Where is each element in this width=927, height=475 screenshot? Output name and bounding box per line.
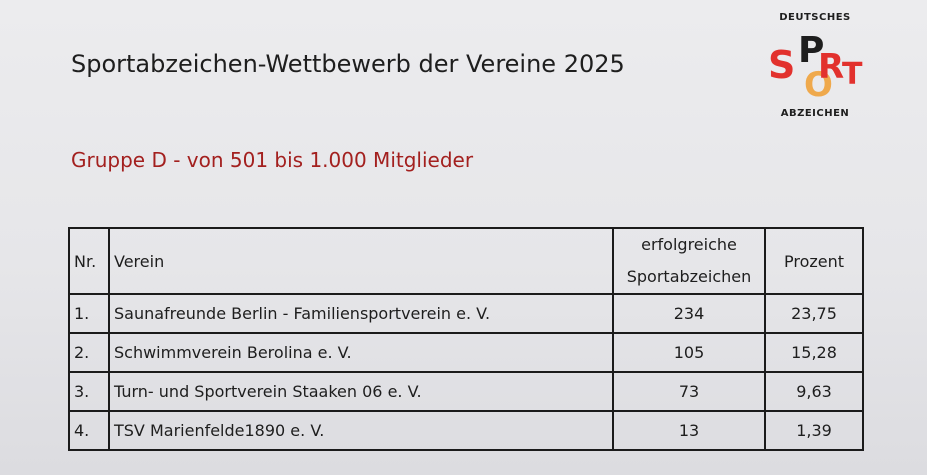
page-title: Sportabzeichen-Wettbewerb der Vereine 20… [71,50,625,78]
header-nr: Nr. [68,227,110,295]
cell-nr: 4. [68,410,110,451]
table-row: 1. Saunafreunde Berlin - Familiensportve… [68,293,864,334]
header-count-line1: erfolgreiche [641,235,737,254]
table-row: 3. Turn- und Sportverein Staaken 06 e. V… [68,371,864,412]
header-count-line2: Sportabzeichen [626,267,752,286]
header-verein: Verein [108,227,614,295]
cell-percent: 23,75 [764,293,864,334]
logo-letter-o: O [804,65,833,105]
logo-word-graphic: S P O R T [768,30,863,105]
cell-count: 13 [612,410,766,451]
table-row: 4. TSV Marienfelde1890 e. V. 13 1,39 [68,410,864,451]
cell-percent: 1,39 [764,410,864,451]
cell-count: 105 [612,332,766,373]
cell-percent: 15,28 [764,332,864,373]
logo-letter-p: P [798,30,824,71]
cell-verein: Turn- und Sportverein Staaken 06 e. V. [108,371,614,412]
logo-top-text: DEUTSCHES [779,12,851,23]
header-percent: Prozent [764,227,864,295]
table-row: 2. Schwimmverein Berolina e. V. 105 15,2… [68,332,864,373]
table-header-row: Nr. Verein erfolgreiche Sportabzeichen P… [68,227,864,295]
cell-nr: 1. [68,293,110,334]
logo-bottom-text: ABZEICHEN [780,108,850,119]
group-subtitle: Gruppe D - von 501 bis 1.000 Mitglieder [71,148,474,172]
cell-verein: Saunafreunde Berlin - Familiensportverei… [108,293,614,334]
cell-count: 73 [612,371,766,412]
cell-nr: 3. [68,371,110,412]
sportabzeichen-logo: DEUTSCHES S P O R T ABZEICHEN [760,8,870,124]
logo-letter-t: T [842,57,863,92]
logo-letter-s: S [768,43,795,87]
cell-percent: 9,63 [764,371,864,412]
cell-nr: 2. [68,332,110,373]
results-table: Nr. Verein erfolgreiche Sportabzeichen P… [68,227,864,451]
header-count: erfolgreiche Sportabzeichen [612,227,766,295]
cell-verein: Schwimmverein Berolina e. V. [108,332,614,373]
cell-count: 234 [612,293,766,334]
cell-verein: TSV Marienfelde1890 e. V. [108,410,614,451]
logo-letter-r: R [818,47,844,87]
